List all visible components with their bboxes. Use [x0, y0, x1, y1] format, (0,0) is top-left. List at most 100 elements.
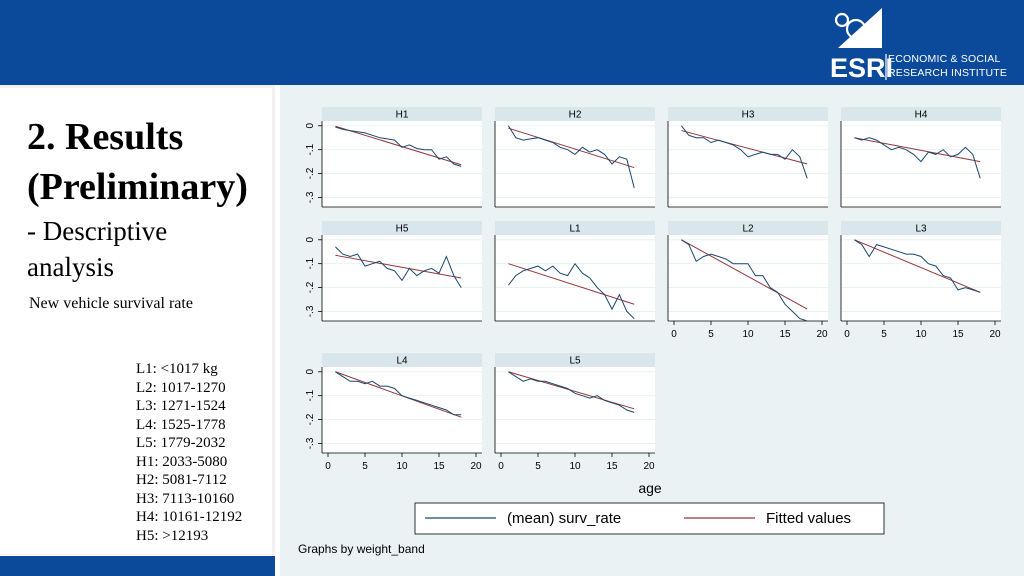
- legend-label-fitted: Fitted values: [766, 510, 851, 527]
- y-tick-label: -.1: [305, 389, 316, 401]
- y-tick-label: -.2: [305, 413, 316, 425]
- panel-header: [495, 107, 655, 121]
- x-tick-label: 20: [989, 329, 1001, 340]
- panel-plot-area: [495, 367, 655, 453]
- logo-abbr: ESRI: [830, 53, 893, 83]
- band-item: H1: 2033-5080: [136, 453, 228, 470]
- panel-header: [841, 107, 1001, 121]
- x-tick-label: 5: [362, 461, 368, 472]
- x-tick-label: 0: [325, 461, 331, 472]
- mean-line: [335, 371, 462, 416]
- y-tick-label: 0: [305, 123, 316, 129]
- panel-header: [322, 221, 482, 235]
- panel-label: L4: [396, 356, 408, 367]
- logo-circle-small: [834, 12, 850, 28]
- left-panel: [0, 88, 272, 554]
- band-item: H3: 7113-10160: [136, 490, 235, 507]
- y-tick-label: -.3: [305, 305, 316, 317]
- slide-subtitle: - Descriptive analysis: [27, 213, 167, 285]
- y-tick-label: -.2: [305, 281, 316, 293]
- y-tick-label: 0: [305, 237, 316, 243]
- x-tick-label: 15: [779, 329, 791, 340]
- fitted-line: [508, 263, 635, 305]
- x-tick-label: 20: [470, 461, 482, 472]
- x-tick-label: 15: [606, 461, 618, 472]
- x-tick-label: 20: [816, 329, 828, 340]
- fitted-line: [335, 254, 462, 279]
- graph-note: Graphs by weight_band: [298, 542, 425, 556]
- x-tick-label: 0: [498, 461, 504, 472]
- logo-text: ECONOMIC & SOCIAL RESEARCH INSTITUTE: [888, 52, 1007, 80]
- band-item: H4: 10161-12192: [136, 509, 243, 525]
- panel-label: L1: [569, 224, 581, 235]
- panel-header: [495, 353, 655, 367]
- mean-line: [681, 239, 808, 322]
- logo-line-1: ECONOMIC & SOCIAL: [888, 53, 1001, 65]
- y-tick-label: -.3: [305, 191, 316, 203]
- logo-triangle: [838, 8, 882, 48]
- fitted-line: [854, 239, 981, 293]
- mean-line: [335, 126, 462, 167]
- x-axis-title: age: [638, 480, 662, 496]
- y-tick-label: -.1: [305, 257, 316, 269]
- band-item: L5: 1779-2032: [136, 435, 226, 451]
- y-tick-label: 0: [305, 369, 316, 375]
- fitted-line: [508, 127, 635, 169]
- y-tick-label: -.2: [305, 167, 316, 179]
- panel-header: [322, 353, 482, 367]
- x-tick-label: 10: [915, 329, 927, 340]
- x-tick-label: 15: [433, 461, 445, 472]
- mean-line: [508, 262, 635, 319]
- mean-line: [854, 239, 981, 293]
- x-tick-label: 15: [952, 329, 964, 340]
- panel-plot-area: [841, 121, 1001, 207]
- x-tick-label: 10: [396, 461, 408, 472]
- mean-line: [681, 125, 808, 179]
- x-tick-label: 20: [643, 461, 655, 472]
- panel-label: L3: [915, 224, 927, 235]
- panel-plot-area: [668, 121, 828, 207]
- band-item: L1: <1017 kg: [136, 361, 218, 377]
- y-tick-label: -.1: [305, 143, 316, 155]
- legend-label-mean: (mean) surv_rate: [507, 510, 621, 527]
- x-tick-label: 0: [671, 329, 677, 340]
- band-item: L4: 1525-1778: [136, 416, 226, 433]
- panel-label: H3: [742, 110, 755, 121]
- panel-plot-area: [495, 121, 655, 207]
- panel-label: H2: [569, 110, 582, 121]
- chart-caption: New vehicle survival rate: [29, 295, 193, 312]
- fitted-line: [854, 137, 981, 163]
- panel-header: [495, 221, 655, 235]
- fitted-line: [508, 371, 635, 410]
- band-item: L2: 1017-1270: [136, 379, 226, 396]
- panel-label: H1: [396, 110, 409, 121]
- panel-header: [668, 221, 828, 235]
- mean-line: [508, 371, 635, 413]
- panel-label: H5: [396, 224, 409, 235]
- footer-bar: [0, 556, 275, 576]
- logo-line-2: RESEARCH INSTITUTE: [888, 67, 1008, 79]
- panel-label: L5: [569, 356, 581, 367]
- subtitle-line-2: analysis: [27, 252, 114, 282]
- x-tick-label: 5: [708, 329, 714, 340]
- x-tick-label: 10: [569, 461, 581, 472]
- band-item: H2: 5081-7112: [136, 472, 227, 488]
- fitted-line: [335, 371, 462, 418]
- mean-line: [507, 125, 635, 189]
- band-item: H5: >12193: [136, 527, 209, 544]
- mean-line: [335, 246, 462, 288]
- mean-line: [854, 137, 981, 179]
- title-line-2: (Preliminary): [27, 166, 248, 208]
- band-item: L3: 1271-1524: [136, 398, 226, 414]
- panel-plot-area: [668, 235, 828, 321]
- y-tick-label: -.3: [305, 437, 316, 449]
- panel-plot-area: [322, 235, 482, 321]
- x-tick-label: 0: [844, 329, 850, 340]
- x-tick-label: 10: [742, 329, 754, 340]
- fitted-line: [681, 239, 808, 310]
- panel-header: [841, 221, 1001, 235]
- panel-label: H4: [915, 110, 928, 121]
- subtitle-line-1: - Descriptive: [27, 216, 168, 246]
- title-line-1: 2. Results: [27, 116, 184, 158]
